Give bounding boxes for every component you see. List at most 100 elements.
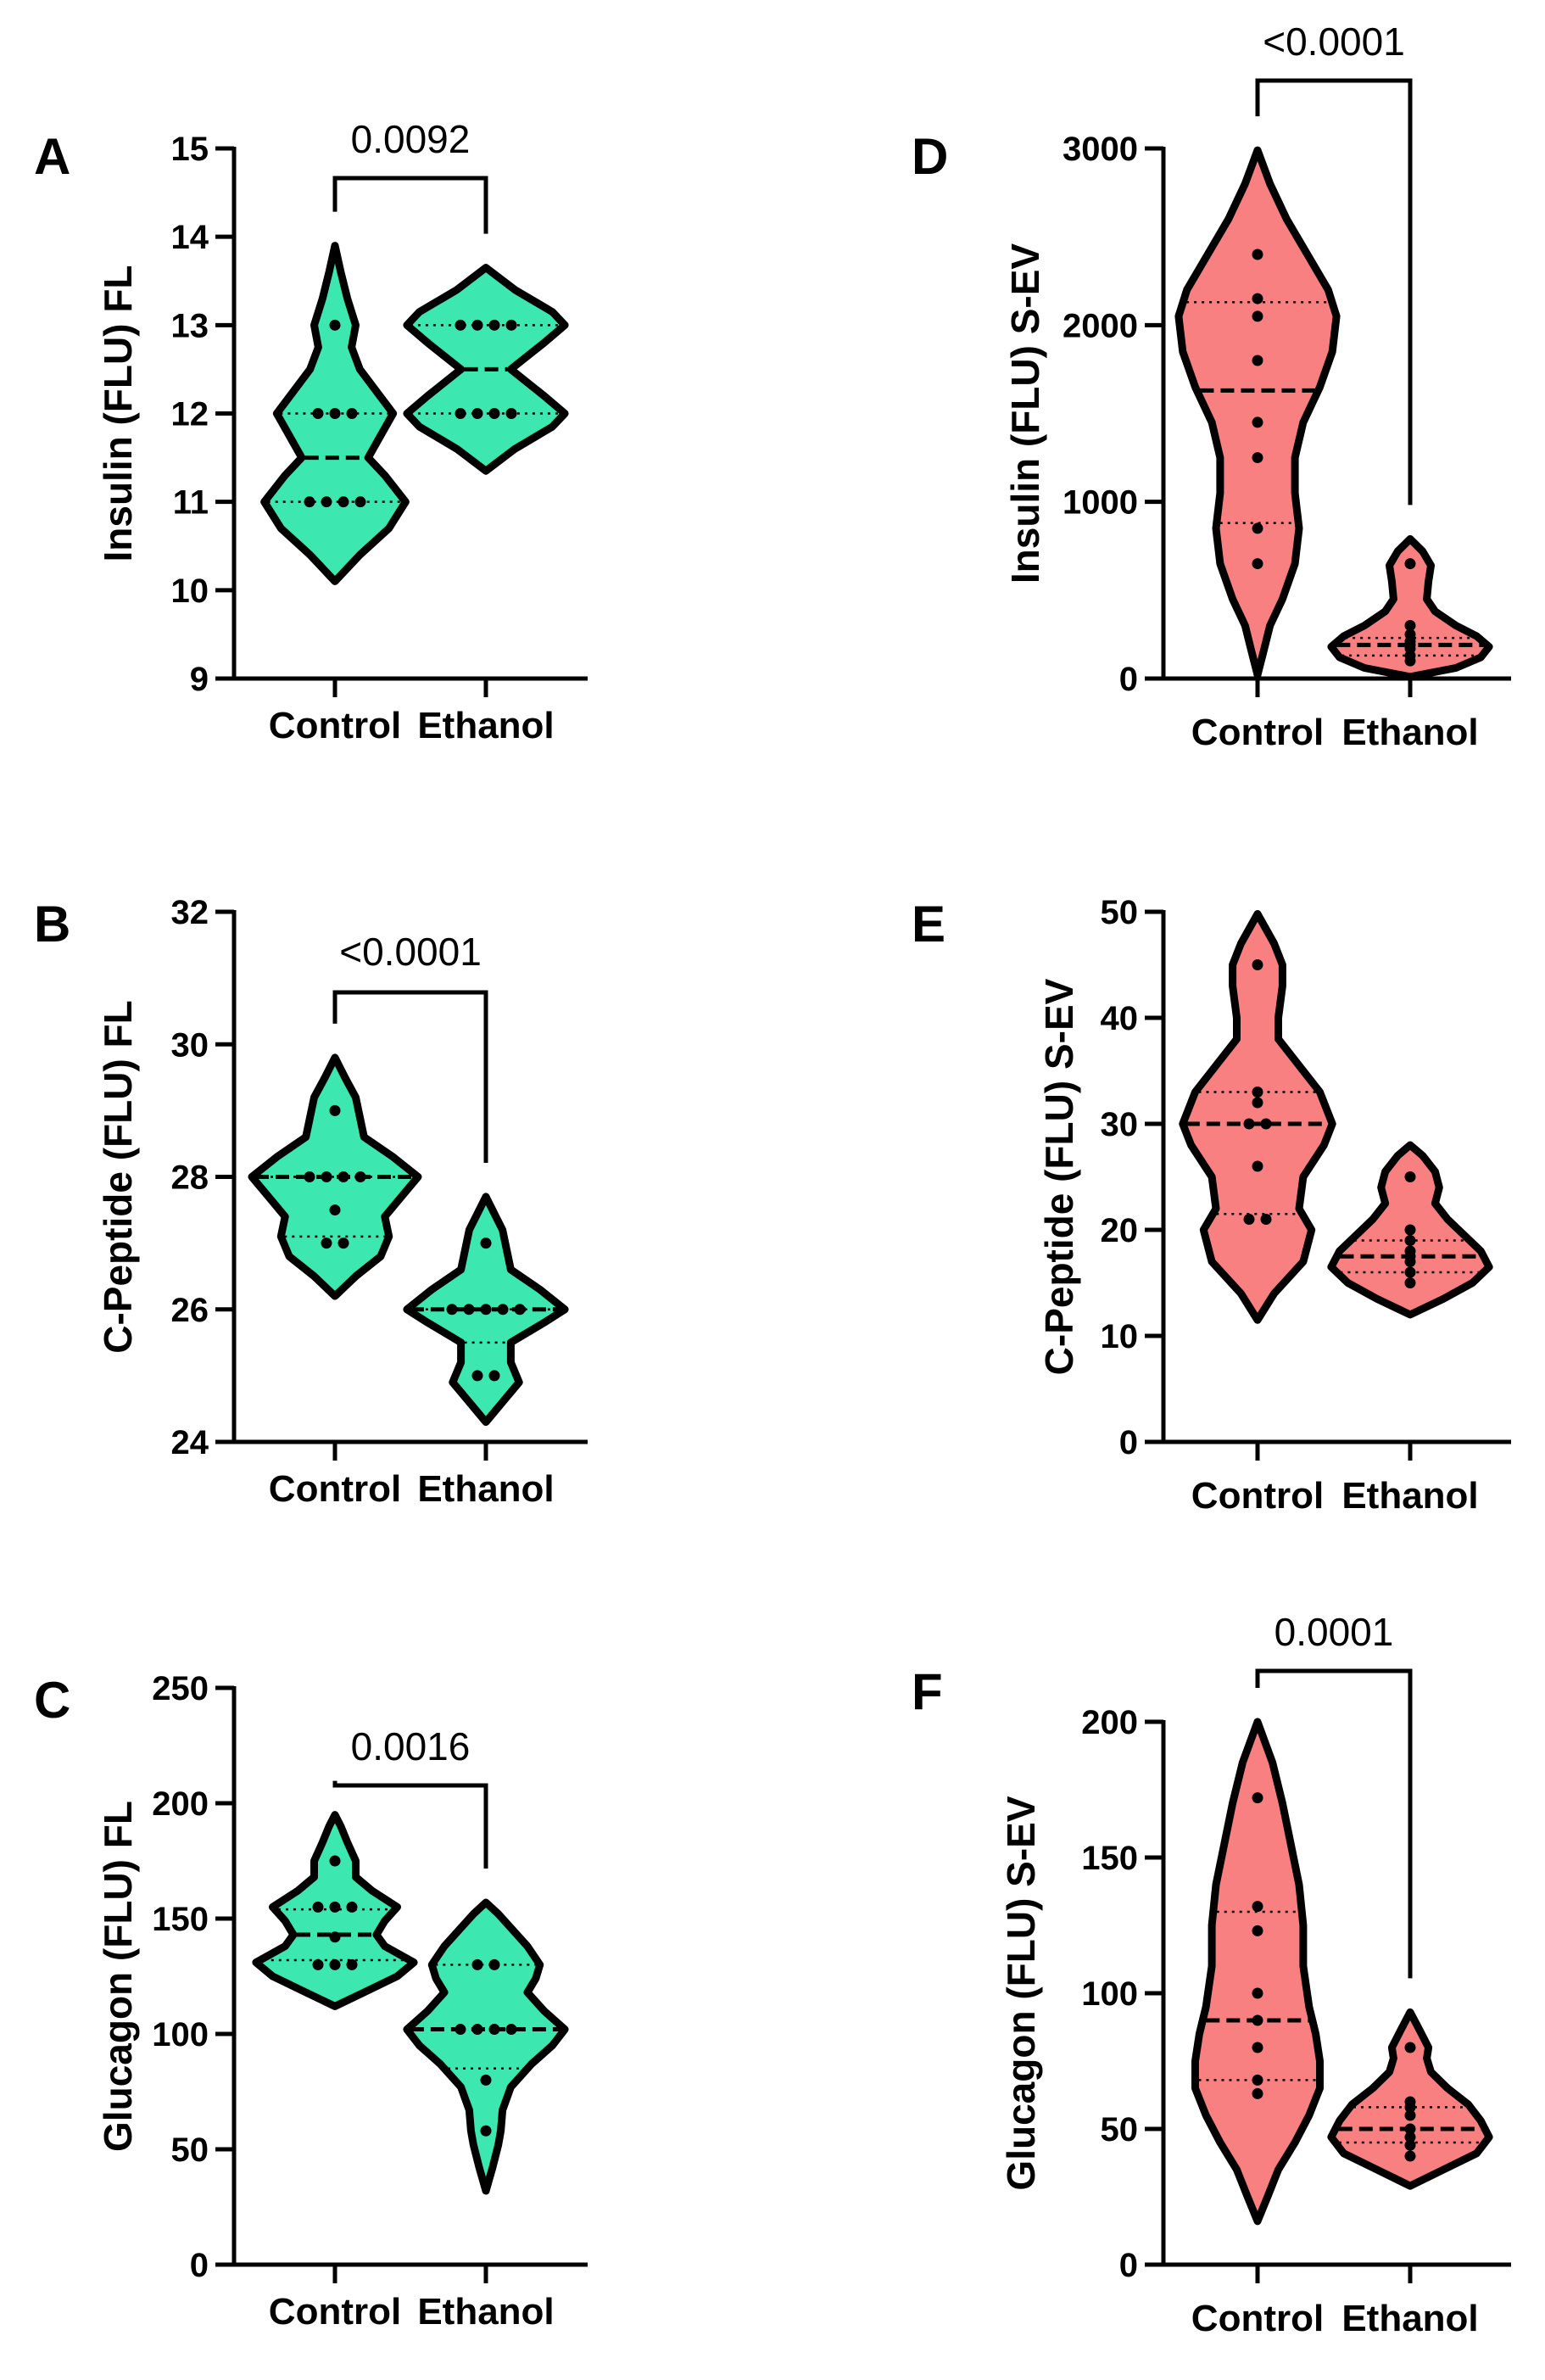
data-point <box>1252 1792 1263 1804</box>
data-point <box>1404 1235 1416 1246</box>
p-value-label: 0.0016 <box>351 1724 471 1768</box>
panel-d: D Insulin (FLU) S-EV 0 1000 2000 3000 Control E… <box>912 20 1511 753</box>
y-tick-label: 11 <box>173 484 209 522</box>
violin-ethanol <box>403 1898 569 2195</box>
data-point <box>1252 249 1263 260</box>
violin-body <box>1179 910 1336 1324</box>
y-axis-label: Glucagon (FLU) FL <box>96 1801 140 2152</box>
data-point <box>1404 1224 1416 1236</box>
data-point <box>1260 1214 1272 1225</box>
data-point <box>312 408 324 419</box>
data-point <box>346 1958 358 1970</box>
data-point <box>1252 452 1263 464</box>
y-axis-label: C-Peptide (FLU) S-EV <box>1037 978 1081 1375</box>
data-point <box>471 1370 483 1382</box>
p-value-label: <0.0001 <box>339 930 482 974</box>
data-point <box>1252 2042 1263 2053</box>
data-point <box>1404 1245 1416 1257</box>
data-point <box>1252 558 1263 570</box>
y-tick-label: 10 <box>171 573 209 610</box>
data-point <box>329 1931 341 1943</box>
y-tick-label: 250 <box>152 1670 209 1707</box>
data-point <box>505 408 517 419</box>
data-point <box>304 496 315 508</box>
violin-control <box>252 1811 418 2010</box>
y-axis-label: Insulin (FLU) FL <box>96 265 140 561</box>
data-point <box>1252 2087 1263 2099</box>
data-point <box>1404 2123 1416 2135</box>
data-point <box>1252 355 1263 366</box>
data-point <box>354 1171 366 1182</box>
data-point <box>1252 522 1263 534</box>
violin-body <box>403 1898 569 2195</box>
data-point <box>1404 1277 1416 1288</box>
data-point <box>505 319 517 331</box>
data-point <box>514 1304 526 1316</box>
y-tick-label: 14 <box>171 219 209 256</box>
panel-f: F Glucagon (FLU) S-EV 0 50 100 150 200 Control E… <box>912 1610 1511 2339</box>
data-point <box>329 1204 341 1216</box>
data-point <box>455 2024 466 2036</box>
data-point <box>329 1901 341 1913</box>
panel-e: E C-Peptide (FLU) S-EV 0 10 20 30 40 50 Control E… <box>912 894 1511 1517</box>
data-point <box>337 496 349 508</box>
data-point <box>446 1304 458 1316</box>
data-point <box>1404 2042 1416 2053</box>
data-point <box>329 1104 341 1116</box>
data-point <box>1252 1087 1263 1098</box>
data-point <box>1404 2150 1416 2162</box>
y-tick-label: 100 <box>1081 1975 1138 2013</box>
y-tick-label: 30 <box>171 1026 209 1064</box>
violin-control <box>1191 1718 1324 2226</box>
p-value-label: <0.0001 <box>1263 20 1405 64</box>
y-tick-label: 0 <box>1119 1424 1138 1461</box>
data-point <box>463 1304 475 1316</box>
data-point <box>1404 1171 1416 1182</box>
y-tick-label: 150 <box>1081 1840 1138 1877</box>
significance-bracket <box>1255 1668 1413 1979</box>
data-point <box>480 1237 492 1249</box>
data-point <box>346 408 358 419</box>
data-point <box>329 408 341 419</box>
p-value-label: 0.0001 <box>1274 1610 1394 1654</box>
category-label-ethanol: Ethanol <box>1341 2298 1478 2339</box>
data-point <box>455 408 466 419</box>
p-value-label: 0.0092 <box>351 117 471 161</box>
significance-bracket <box>332 990 488 1163</box>
y-tick-label: 1000 <box>1063 484 1138 522</box>
data-point <box>1404 558 1416 570</box>
y-tick-label: 100 <box>152 2016 209 2053</box>
data-point <box>480 1304 492 1316</box>
significance-bracket <box>1255 78 1413 506</box>
data-point <box>329 1855 341 1867</box>
panel-letter: D <box>912 128 948 185</box>
y-axis-label: C-Peptide (FLU) FL <box>96 1000 140 1354</box>
y-tick-label: 150 <box>152 1901 209 1938</box>
category-label-ethanol: Ethanol <box>1341 1475 1478 1517</box>
data-point <box>1252 1925 1263 1936</box>
data-point <box>488 408 500 419</box>
violin-ethanol <box>1327 534 1493 681</box>
data-point <box>471 2024 483 2036</box>
category-label-control: Control <box>269 2291 401 2333</box>
violin-ethanol <box>403 264 569 475</box>
data-point <box>1404 629 1416 640</box>
category-label-control: Control <box>1191 2298 1324 2339</box>
category-label-ethanol: Ethanol <box>417 705 554 746</box>
data-point <box>480 2074 492 2086</box>
y-tick-label: 0 <box>1119 2247 1138 2284</box>
y-tick-label: 10 <box>1101 1318 1139 1355</box>
violin-ethanol <box>1327 1141 1493 1319</box>
data-point <box>1252 310 1263 322</box>
data-point <box>480 2125 492 2137</box>
data-point <box>321 496 332 508</box>
data-point <box>1243 1118 1255 1130</box>
data-point <box>1252 416 1263 428</box>
data-point <box>1252 293 1263 304</box>
data-point <box>471 408 483 419</box>
violin-control <box>260 242 410 585</box>
y-tick-label: 50 <box>171 2131 209 2169</box>
data-point <box>488 1370 500 1382</box>
violin-control <box>1174 146 1341 679</box>
